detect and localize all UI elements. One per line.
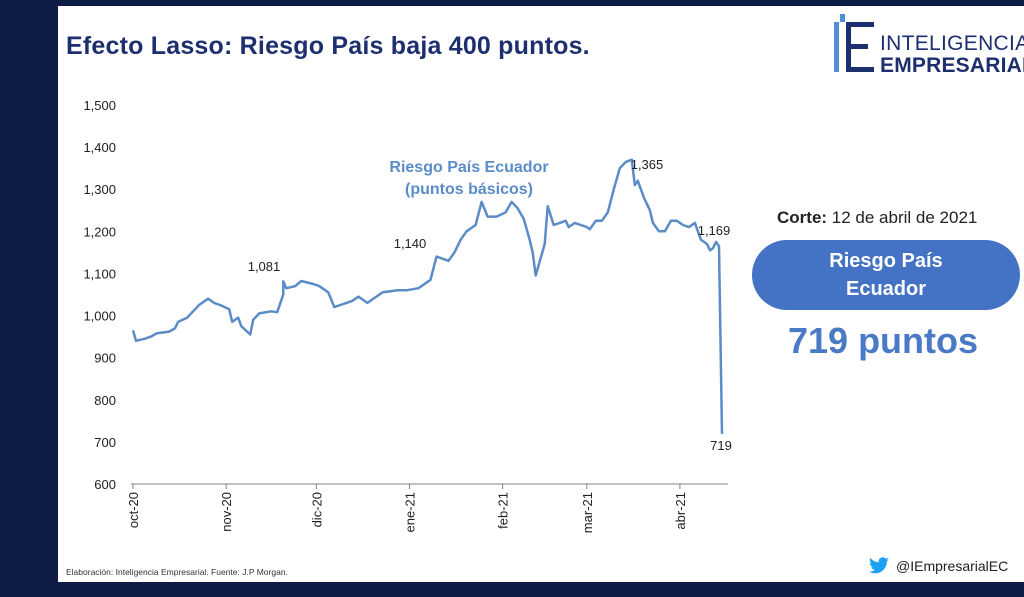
y-tick-label: 1,300	[83, 182, 116, 197]
cutoff-label: Corte:	[777, 208, 828, 227]
indicator-pill: Riesgo País Ecuador	[752, 240, 1020, 310]
series-label-unit: (puntos básicos)	[405, 181, 533, 198]
cutoff-date: Corte: 12 de abril de 2021	[777, 208, 977, 228]
twitter-handle-text: @IEmpresarialEC	[896, 558, 1009, 574]
y-tick-label: 800	[94, 393, 116, 408]
y-tick-label: 1,000	[83, 309, 116, 324]
page-title: Efecto Lasso: Riesgo País baja 400 punto…	[66, 32, 590, 60]
x-tick-label: feb-21	[496, 492, 511, 529]
twitter-bird-icon	[869, 557, 889, 574]
y-tick-label: 700	[94, 435, 116, 450]
x-tick-label: nov-20	[219, 492, 234, 532]
cutoff-date-value: 12 de abril de 2021	[831, 208, 978, 227]
y-tick-label: 1,400	[83, 140, 116, 155]
x-tick-label: dic-20	[309, 492, 324, 527]
y-tick-label: 1,500	[83, 98, 116, 113]
logo-text-line2: EMPRESARIAL	[880, 54, 1024, 77]
source-footer: Elaboración: Inteligencia Empresarial. F…	[66, 567, 288, 577]
indicator-value: 719 puntos	[788, 320, 979, 361]
y-tick-label: 1,200	[83, 224, 116, 239]
data-annotation-label: 1,081	[248, 259, 281, 274]
data-annotation-label: 1,365	[631, 157, 664, 172]
series-label: Riesgo País Ecuador	[389, 159, 548, 176]
line-chart: 600 700 800 900 1,000 1,100 1,200 1,300 1,400 1,5…	[83, 98, 732, 533]
slide: 600 700 800 900 1,000 1,100 1,200 1,300 1,400 1,5…	[58, 6, 1024, 582]
data-annotation-label: 719	[710, 438, 732, 453]
twitter-handle-block: @IEmpresarialEC	[868, 557, 1008, 575]
x-tick-label: mar-21	[580, 492, 595, 533]
data-annotation-label: 1,140	[394, 236, 427, 251]
x-tick-label: oct-20	[126, 492, 141, 528]
logo-mark-icon	[834, 14, 874, 72]
y-tick-label: 1,100	[83, 266, 116, 281]
y-tick-label: 600	[94, 477, 116, 492]
series-line-riesgo-pais	[131, 158, 724, 434]
data-annotation-label: 1,169	[698, 223, 731, 238]
logo-text-line1: INTELIGENCIA	[880, 32, 1024, 55]
indicator-pill-label: Riesgo País Ecuador	[829, 250, 943, 300]
y-tick-label: 900	[94, 351, 116, 366]
x-tick-label: ene-21	[402, 492, 417, 532]
company-logo: INTELIGENCIA EMPRESARIAL	[830, 10, 1024, 80]
x-tick-label: abr-21	[673, 492, 688, 530]
